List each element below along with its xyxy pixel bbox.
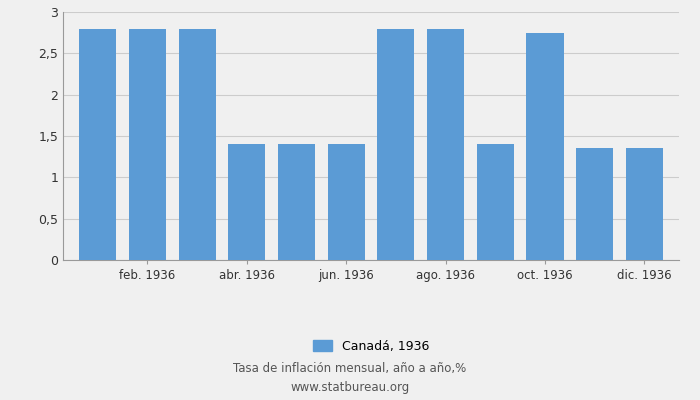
Bar [626, 148, 663, 260]
Legend: Canadá, 1936: Canadá, 1936 [308, 335, 434, 358]
Bar [526, 33, 564, 260]
Text: Tasa de inflación mensual, año a año,%
www.statbureau.org: Tasa de inflación mensual, año a año,% w… [233, 362, 467, 394]
Bar [178, 28, 216, 260]
Bar [377, 28, 414, 260]
Bar [427, 28, 464, 260]
Bar [129, 28, 166, 260]
Bar [278, 144, 315, 260]
Bar [328, 144, 365, 260]
Bar [228, 144, 265, 260]
Bar [477, 144, 514, 260]
Bar [576, 148, 613, 260]
Bar [79, 28, 116, 260]
